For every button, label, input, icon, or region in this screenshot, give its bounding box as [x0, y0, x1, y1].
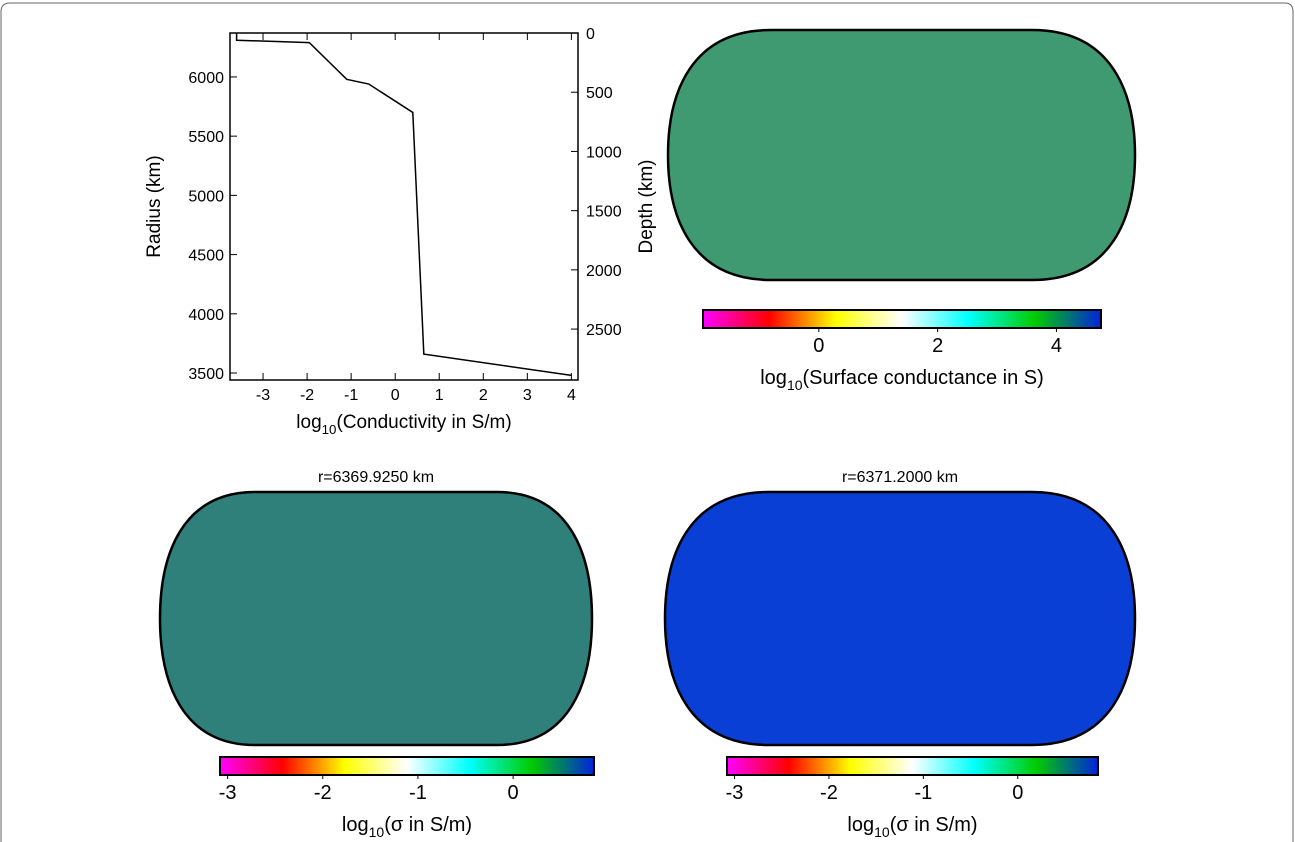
y-tick-label: 4500 [188, 248, 224, 265]
plot-area [229, 32, 579, 381]
y-tick-label: 6000 [188, 70, 224, 87]
axis-label: log10(Surface conductance in S) [760, 367, 1044, 393]
y2-tick-label: 0 [586, 26, 595, 43]
colorbar-tick-label: 0 [508, 782, 519, 804]
map-border [158, 490, 594, 747]
y-axis-label: Radius (km) [144, 155, 165, 257]
colorbar-tick-label: -2 [820, 782, 838, 804]
colorbar-tick-label: -1 [409, 782, 427, 804]
label-subscript: 10 [874, 824, 890, 840]
label-text: (σ in S/m) [384, 814, 472, 836]
y2-axis-label: Depth (km) [636, 160, 657, 254]
y-tick-label: 5500 [188, 129, 224, 146]
colorbar-tick-label: -1 [914, 782, 932, 804]
colorbar-tick-label: 4 [1051, 335, 1062, 357]
y2-tick-label: 2500 [586, 322, 622, 339]
colorbar-tick-label: 0 [813, 335, 824, 357]
y2-tick-label: 2000 [586, 263, 622, 280]
colorbar [726, 756, 1099, 776]
label-text: (Surface conductance in S) [803, 367, 1044, 389]
label-text: (σ in S/m) [890, 814, 978, 836]
map-border [663, 490, 1137, 747]
x-tick-label: -3 [256, 387, 270, 404]
x-tick-label: 0 [391, 387, 400, 404]
y2-tick-label: 1000 [586, 144, 622, 161]
x-tick-label: 3 [523, 387, 532, 404]
axis-label: log10(σ in S/m) [847, 814, 977, 840]
map-ocean [160, 492, 592, 745]
x-tick-label: 1 [435, 387, 444, 404]
map-ocean [665, 492, 1135, 745]
colorbar-tick-label: -2 [314, 782, 332, 804]
label-subscript: 10 [322, 422, 337, 437]
y-tick-label: 5000 [188, 188, 224, 205]
colorbar [219, 756, 595, 776]
label-text: log [342, 814, 369, 836]
y2-tick-label: 500 [586, 85, 613, 102]
colorbar-tick-label: 2 [932, 335, 943, 357]
label-subscript: 10 [787, 377, 803, 393]
colorbar-tick-label: -3 [219, 782, 237, 804]
x-tick-label: -1 [344, 387, 358, 404]
y-tick-label: 4000 [188, 307, 224, 324]
map-border [666, 28, 1137, 282]
y-tick-label: 3500 [188, 366, 224, 383]
colorbar [702, 309, 1102, 329]
x-tick-label: 2 [479, 387, 488, 404]
x-tick-label: 4 [567, 387, 576, 404]
label-text: log [296, 412, 321, 433]
map-ocean [668, 30, 1135, 280]
x-tick-label: -2 [300, 387, 314, 404]
label-text: log [760, 367, 787, 389]
map-title: r=6369.9250 km [318, 469, 434, 486]
map-title: r=6371.2000 km [842, 469, 958, 486]
label-text: (Conductivity in S/m) [336, 412, 511, 433]
axis-label: log10(Conductivity in S/m) [296, 412, 511, 437]
axis-label: log10(σ in S/m) [342, 814, 472, 840]
data-line [235, 33, 572, 377]
label-subscript: 10 [369, 824, 385, 840]
colorbar-tick-label: -3 [726, 782, 744, 804]
label-text: log [847, 814, 874, 836]
y2-tick-label: 1500 [586, 204, 622, 221]
colorbar-tick-label: 0 [1012, 782, 1023, 804]
